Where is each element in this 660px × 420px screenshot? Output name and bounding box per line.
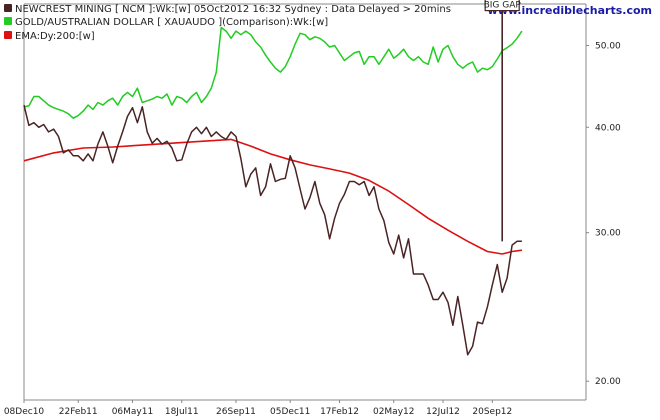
x-tick-label: 05Dec11: [270, 407, 310, 417]
annotation-layer: BIG GAP: [484, 0, 522, 242]
x-tick-label: 17Feb12: [320, 407, 359, 417]
y-tick-label: 40.00: [595, 123, 621, 133]
legend-label-newcrest: NEWCREST MINING [ NCM ]:Wk:[w] 05Oct2012…: [15, 4, 451, 15]
x-tick-label: 02May12: [373, 407, 415, 417]
big-gap-label: BIG GAP: [484, 1, 522, 11]
ticks-layer: 08Dec10 22Feb11 06May11 18Jul11 26Sep11 05Dec…: [4, 42, 621, 417]
y-tick-label: 20.00: [595, 377, 621, 387]
ema-200-line: [23, 138, 523, 255]
y-tick-label: 30.00: [595, 229, 621, 239]
gold-aud-line: [23, 26, 523, 119]
legend-swatch-gold: [4, 17, 12, 25]
x-tick-label: 26Sep11: [216, 407, 256, 417]
legend-label-gold: GOLD/AUSTRALIAN DOLLAR [ XAUAUDO ](Compa…: [15, 17, 328, 28]
series-layer: [23, 26, 523, 356]
legend-swatch-ema: [4, 31, 12, 39]
x-tick-label: 18Jul11: [165, 407, 199, 417]
legend-label-ema: EMA:Dy:200:[w]: [15, 31, 95, 42]
brand-watermark: www.incrediblecharts.com: [488, 4, 652, 17]
big-gap-label-box: [484, 0, 520, 12]
x-tick-label: 12Jul12: [426, 407, 460, 417]
x-tick-label: 22Feb11: [59, 407, 98, 417]
newcrest-line: [23, 104, 522, 356]
x-tick-label: 20Sep12: [472, 407, 512, 417]
x-tick-label: 08Dec10: [4, 407, 45, 417]
legend-swatch-newcrest: [4, 4, 12, 12]
x-tick-label: 06May11: [112, 407, 154, 417]
y-tick-label: 50.00: [595, 42, 621, 52]
